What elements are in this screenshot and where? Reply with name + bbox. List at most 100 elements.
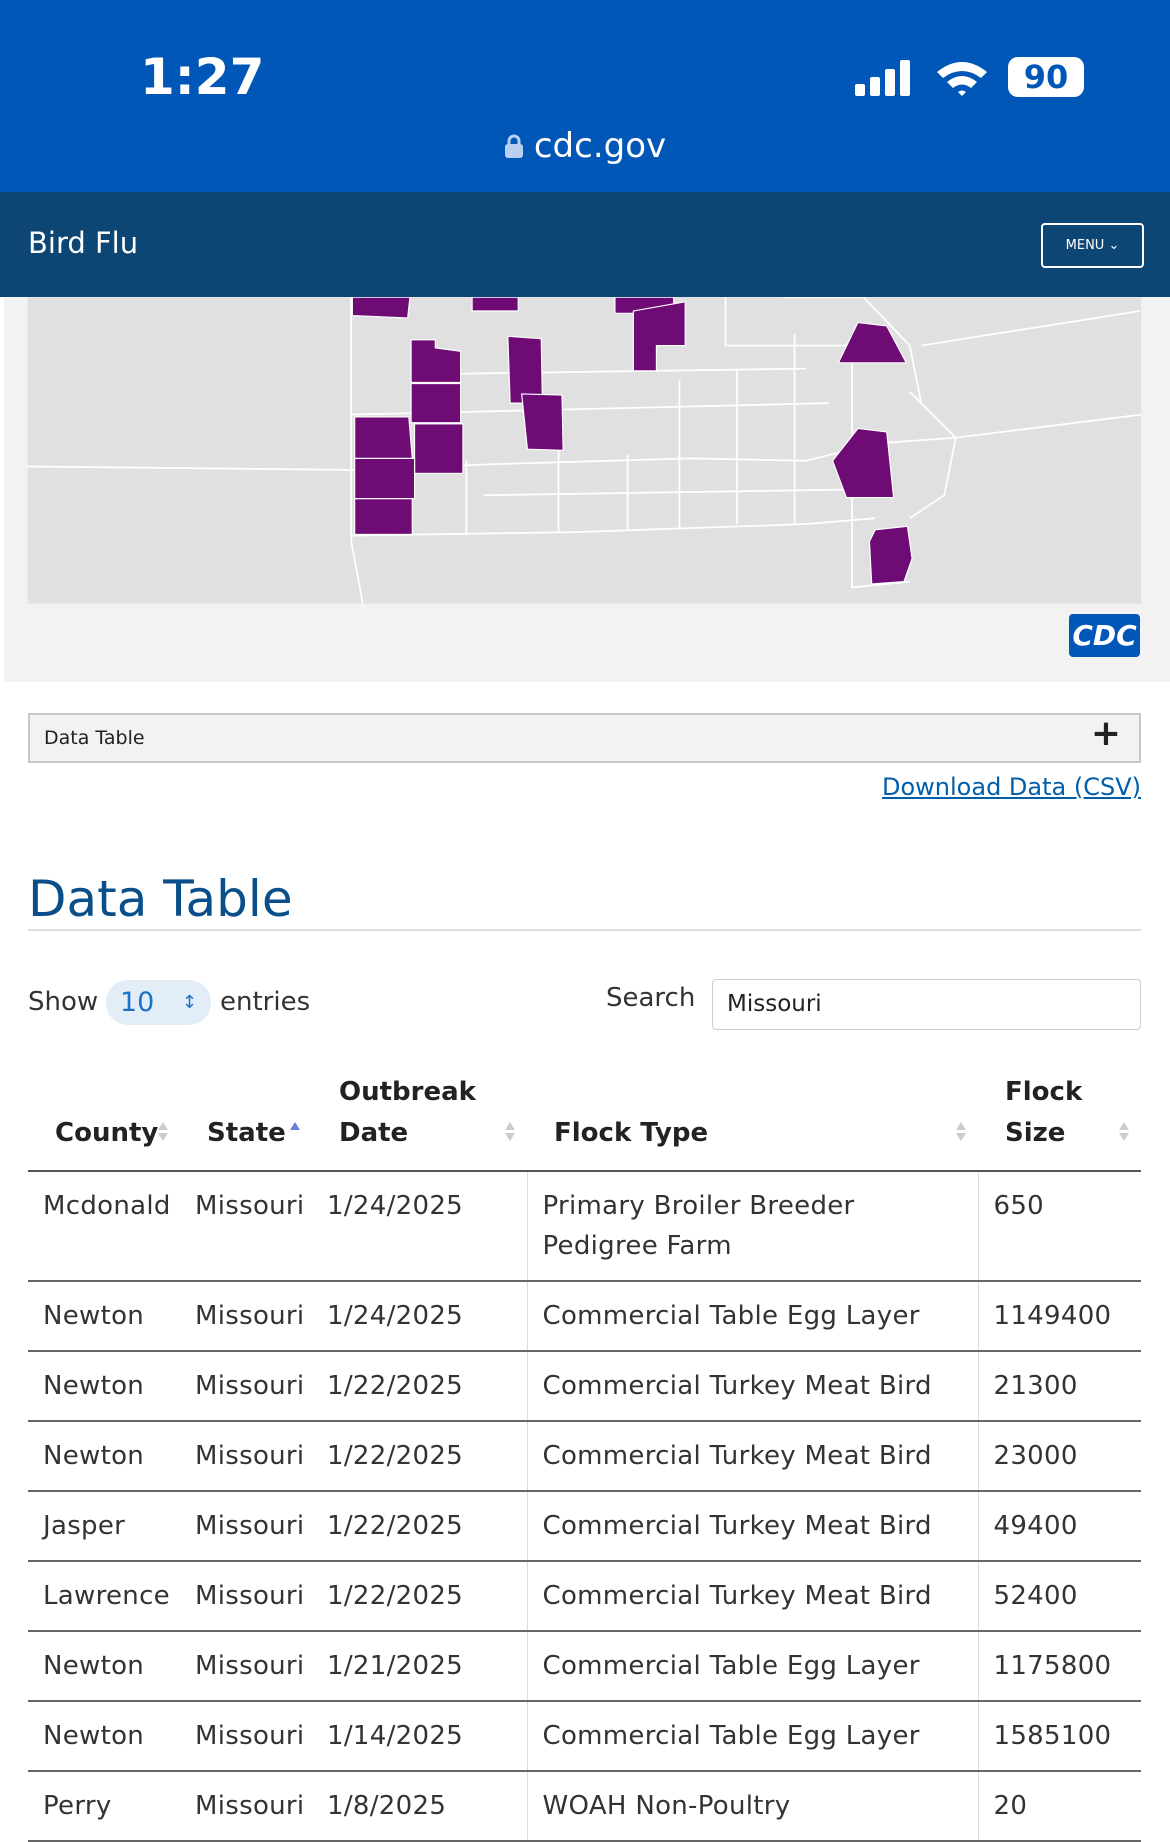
table-cell: 52400 <box>977 1561 1141 1632</box>
sort-down <box>158 1133 168 1141</box>
url-text: cdc.gov <box>533 126 667 166</box>
table-row: Newton Missouri 1/14/2025 Commercial Table … <box>28 1701 1141 1772</box>
table-cell: 1/8/2025 <box>312 1771 527 1842</box>
sort-down <box>956 1133 966 1141</box>
data-table: County State Outbreak Date Flock Type Flock … <box>28 1060 1141 1842</box>
table-cell: Primary Broiler Breeder Pedigree Farm <box>526 1171 978 1282</box>
sort-up <box>505 1122 515 1130</box>
table-cell: 1175800 <box>977 1631 1141 1702</box>
battery: 90 <box>1008 57 1084 97</box>
table-row: Newton Missouri 1/22/2025 Commercial Turkey… <box>28 1351 1141 1422</box>
table-cell: Newton <box>28 1421 180 1492</box>
lock-icon <box>504 134 523 158</box>
table-cell: Missouri <box>180 1701 312 1772</box>
table-cell: 650 <box>977 1171 1141 1282</box>
table-cell: Mcdonald <box>28 1171 180 1282</box>
search-label: Search <box>606 983 696 1013</box>
table-cell: 1/22/2025 <box>312 1421 527 1492</box>
accordion[interactable]: Data Table + <box>28 713 1141 763</box>
search-input[interactable]: Missouri <box>712 979 1141 1030</box>
table-cell: 1/22/2025 <box>312 1561 527 1632</box>
table-cell: Newton <box>28 1631 180 1702</box>
table-row: Jasper Missouri 1/22/2025 Commercial Turkey… <box>28 1491 1141 1562</box>
table-cell: 1/22/2025 <box>312 1491 527 1562</box>
table-cell: 21300 <box>977 1351 1141 1422</box>
select-arrows: ↕ <box>181 992 197 1013</box>
sort-up <box>158 1122 168 1130</box>
sort-down <box>505 1133 515 1141</box>
column-header[interactable]: Flock Type <box>527 1060 978 1172</box>
column-header[interactable]: County <box>28 1060 180 1172</box>
table-cell: Commercial Table Egg Layer <box>526 1701 978 1772</box>
cdc-logo: CDC <box>1069 614 1140 657</box>
table-cell: Missouri <box>180 1281 312 1352</box>
table-row: Lawrence Missouri 1/22/2025 Commercial Turk… <box>28 1561 1141 1632</box>
table-cell: 23000 <box>977 1421 1141 1492</box>
header-row: County State Outbreak Date Flock Type Flock … <box>28 1060 1141 1172</box>
table-cell: 1/14/2025 <box>312 1701 527 1772</box>
table-cell: Jasper <box>28 1491 180 1562</box>
nav-bar: Bird Flu MENU ⌄ <box>0 192 1170 297</box>
divider <box>28 929 1141 931</box>
sort-up <box>1119 1122 1129 1130</box>
table-cell: Newton <box>28 1281 180 1352</box>
table-cell: Missouri <box>180 1631 312 1702</box>
table-cell: 49400 <box>977 1491 1141 1562</box>
table-cell: 1/21/2025 <box>312 1631 527 1702</box>
section-title: Data Table <box>28 870 293 928</box>
table-cell: 1149400 <box>977 1281 1141 1352</box>
table-cell: Commercial Table Egg Layer <box>526 1281 978 1352</box>
url[interactable]: cdc.gov <box>0 126 1170 166</box>
table-cell: 1/22/2025 <box>312 1351 527 1422</box>
table-row: Newton Missouri 1/22/2025 Commercial Turkey… <box>28 1421 1141 1492</box>
download-link[interactable]: Download Data (CSV) <box>882 773 1141 801</box>
sort-up <box>290 1122 300 1130</box>
show-label: Show <box>28 987 99 1017</box>
table-cell: Missouri <box>180 1561 312 1632</box>
table-cell: Commercial Turkey Meat Bird <box>526 1351 978 1422</box>
table-body: Mcdonald Missouri 1/24/2025 Primary Broiler… <box>28 1171 1141 1842</box>
accordion-toggle[interactable]: + <box>1090 713 1121 754</box>
table-cell: Newton <box>28 1701 180 1772</box>
sort-up <box>956 1122 966 1130</box>
accordion-label: Data Table <box>44 727 145 749</box>
table-cell: 1/24/2025 <box>312 1281 527 1352</box>
table-row: Newton Missouri 1/24/2025 Commercial Table … <box>28 1281 1141 1352</box>
table-cell: 1585100 <box>977 1701 1141 1772</box>
time: 1:27 <box>140 48 265 106</box>
column-header[interactable]: Flock Size <box>978 1060 1141 1172</box>
entries-label: entries <box>220 987 311 1017</box>
header-text: Outbreak Date <box>339 1077 476 1148</box>
map-panel: CDC <box>4 297 1170 682</box>
header-text: Flock Type <box>554 1118 709 1148</box>
header-text: County <box>55 1118 159 1148</box>
table-cell: Lawrence <box>28 1561 180 1632</box>
table-cell: Missouri <box>180 1491 312 1562</box>
entries-select[interactable]: 10 ↕ <box>106 980 211 1025</box>
entries-value: 10 <box>120 987 155 1018</box>
table-cell: Commercial Turkey Meat Bird <box>526 1491 978 1562</box>
table-cell: Missouri <box>180 1171 312 1282</box>
table-cell: Perry <box>28 1771 180 1842</box>
menu-label: MENU <box>1065 238 1105 253</box>
header-text: Flock Size <box>1005 1077 1083 1148</box>
header-text: State <box>207 1118 286 1148</box>
table-cell: Commercial Table Egg Layer <box>526 1631 978 1702</box>
table-row: Mcdonald Missouri 1/24/2025 Primary Broiler… <box>28 1171 1141 1282</box>
table-cell: Missouri <box>180 1421 312 1492</box>
table-cell: Newton <box>28 1351 180 1422</box>
column-header[interactable]: Outbreak Date <box>312 1060 527 1172</box>
column-header[interactable]: State <box>180 1060 312 1172</box>
nav-title[interactable]: Bird Flu <box>28 226 139 260</box>
sort-down <box>1119 1133 1129 1141</box>
map <box>27 297 1142 604</box>
table-row: Newton Missouri 1/21/2025 Commercial Table … <box>28 1631 1141 1702</box>
table-cell: 20 <box>977 1771 1141 1842</box>
signal-icons <box>855 60 987 96</box>
menu-button[interactable]: MENU ⌄ <box>1041 223 1144 268</box>
table-cell: 1/24/2025 <box>312 1171 527 1282</box>
table-cell: Missouri <box>180 1771 312 1842</box>
status-bar: 1:27 90 cdc.gov <box>0 0 1170 192</box>
table-cell: WOAH Non-Poultry <box>526 1771 978 1842</box>
